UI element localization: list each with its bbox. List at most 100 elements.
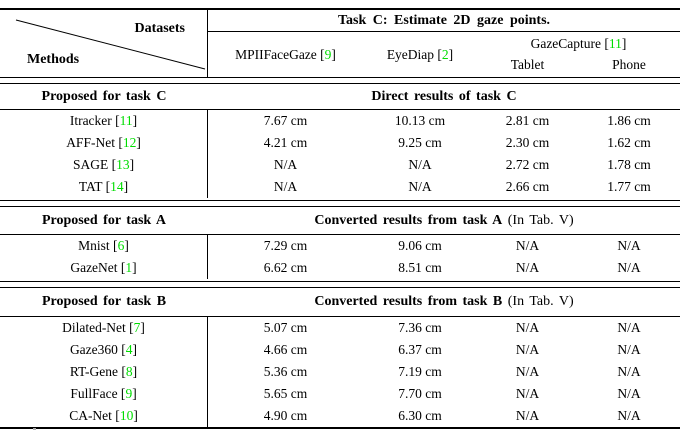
table-row: TAT [14] N/A N/A 2.66 cm 1.77 cm — [0, 176, 680, 198]
method-cell: AFF-Net [12] — [0, 132, 208, 154]
top-rule — [0, 8, 680, 10]
table-row: Itracker [11] 7.67 cm 10.13 cm 2.81 cm 1… — [0, 110, 680, 132]
corner-cell: Datasets Methods — [0, 10, 208, 77]
column-header-phone: Phone — [612, 57, 646, 72]
value-cell: 1.86 cm — [607, 113, 651, 128]
table-row: GazeNet [1] 6.62 cm 8.51 cm N/A N/A — [0, 257, 680, 279]
column-header-gazecapture-group: GazeCapture [11] Tablet Phone — [477, 32, 680, 77]
value-cell: 1.77 cm — [607, 179, 651, 194]
header-right: Task C: Estimate 2D gaze points. MPIIFac… — [208, 10, 680, 77]
section-rule — [0, 109, 680, 110]
method-cell: Mnist [6] — [0, 235, 208, 257]
value-cell: 9.25 cm — [398, 135, 442, 150]
value-cell: 2.72 cm — [505, 157, 550, 172]
value-cell: 6.62 cm — [263, 260, 308, 275]
value-cell: 7.29 cm — [263, 238, 308, 253]
value-cell: N/A — [515, 364, 540, 379]
column-header-eyediap: EyeDiap [2] — [386, 47, 454, 62]
bottom-rule — [0, 427, 680, 429]
method-cell: Gaze360 [4] — [0, 339, 208, 361]
table-header: Datasets Methods Task C: Estimate 2D gaz… — [0, 10, 680, 77]
value-cell: N/A — [515, 386, 540, 401]
section-rule — [0, 316, 680, 317]
section-label: Proposed for task C — [41, 89, 167, 104]
section-description: Converted results from task A (In Tab. V… — [314, 213, 574, 228]
corner-methods-label: Methods — [27, 52, 80, 67]
value-cell: N/A — [273, 179, 298, 194]
method-cell: Itracker [11] — [0, 110, 208, 132]
method-cell: TAT [14] — [0, 176, 208, 198]
value-cell: N/A — [515, 238, 540, 253]
method-cell: FullFace [9] — [0, 383, 208, 405]
value-cell: N/A — [273, 157, 298, 172]
table-row: Gaze360 [4] 4.66 cm 6.37 cm N/A N/A — [0, 339, 680, 361]
table-row: RT-Gene [8] 5.36 cm 7.19 cm N/A N/A — [0, 361, 680, 383]
double-rule — [0, 281, 680, 288]
value-cell: 7.19 cm — [398, 364, 442, 379]
value-cell: N/A — [617, 386, 641, 401]
value-cell: 10.13 cm — [394, 113, 446, 128]
column-header-mpiifacegaze: MPIIFaceGaze [9] — [235, 47, 336, 62]
value-cell: N/A — [617, 238, 641, 253]
section-rule — [0, 234, 680, 235]
value-cell: N/A — [408, 179, 432, 194]
value-cell: N/A — [617, 260, 641, 275]
section-label: Proposed for task B — [41, 294, 167, 309]
value-cell: 2.81 cm — [505, 113, 550, 128]
section-header-task-b: Proposed for task B Converted results fr… — [0, 288, 680, 316]
method-cell: GazeNet [1] — [0, 257, 208, 279]
gazecapture-subcolumns: Tablet Phone — [477, 54, 680, 77]
table-row: AFF-Net [12] 4.21 cm 9.25 cm 2.30 cm 1.6… — [0, 132, 680, 154]
value-cell: 4.21 cm — [263, 135, 308, 150]
dataset-header-row: MPIIFaceGaze [9] EyeDiap [2] GazeCapture… — [208, 32, 680, 77]
method-cell: RT-Gene [8] — [0, 361, 208, 383]
column-header-tablet: Tablet — [510, 57, 545, 72]
method-cell: SAGE [13] — [0, 154, 208, 176]
table-row: SAGE [13] N/A N/A 2.72 cm 1.78 cm — [0, 154, 680, 176]
value-cell: 7.67 cm — [263, 113, 308, 128]
value-cell: 7.70 cm — [398, 386, 442, 401]
value-cell: 5.07 cm — [263, 320, 308, 335]
value-cell: 8.51 cm — [398, 260, 442, 275]
section-label: Proposed for task A — [41, 213, 167, 228]
corner-datasets-label: Datasets — [134, 21, 185, 36]
value-cell: N/A — [617, 408, 641, 423]
method-cell: Dilated-Net [7] — [0, 317, 208, 339]
value-cell: 6.30 cm — [398, 408, 442, 423]
value-cell: 6.37 cm — [398, 342, 442, 357]
section-header-task-c: Proposed for task C Direct results of ta… — [0, 84, 680, 109]
task-title-rule — [208, 31, 680, 32]
value-cell: 2.66 cm — [505, 179, 550, 194]
table-row: Dilated-Net [7] 5.07 cm 7.36 cm N/A N/A — [0, 317, 680, 339]
value-cell: 5.65 cm — [263, 386, 308, 401]
value-cell: N/A — [617, 320, 641, 335]
table-row: FullFace [9] 5.65 cm 7.70 cm N/A N/A — [0, 383, 680, 405]
value-cell: 1.62 cm — [607, 135, 651, 150]
value-cell: N/A — [515, 342, 540, 357]
value-cell: 4.66 cm — [263, 342, 308, 357]
section-description: Direct results of task C — [371, 89, 517, 104]
value-cell: N/A — [515, 408, 540, 423]
value-cell: 7.36 cm — [398, 320, 442, 335]
value-cell: 5.36 cm — [263, 364, 308, 379]
value-cell: 4.90 cm — [263, 408, 308, 423]
value-cell: N/A — [617, 364, 641, 379]
column-header-gazecapture: GazeCapture [11] — [530, 36, 627, 51]
method-cell: CA-Net [10] — [0, 405, 208, 427]
footnote-artifact — [33, 428, 36, 430]
double-rule — [0, 77, 680, 84]
task-title: Task C: Estimate 2D gaze points. — [337, 13, 551, 28]
table-row: Mnist [6] 7.29 cm 9.06 cm N/A N/A — [0, 235, 680, 257]
value-cell: N/A — [408, 157, 432, 172]
section-description: Converted results from task B (In Tab. V… — [314, 294, 574, 309]
diagonal-divider — [15, 19, 206, 70]
value-cell: 2.30 cm — [505, 135, 550, 150]
value-cell: 9.06 cm — [398, 238, 442, 253]
value-cell: N/A — [515, 260, 540, 275]
section-header-task-a: Proposed for task A Converted results fr… — [0, 207, 680, 234]
value-cell: N/A — [515, 320, 540, 335]
table-row: CA-Net [10] 4.90 cm 6.30 cm N/A N/A — [0, 405, 680, 427]
double-rule — [0, 200, 680, 207]
value-cell: N/A — [617, 342, 641, 357]
